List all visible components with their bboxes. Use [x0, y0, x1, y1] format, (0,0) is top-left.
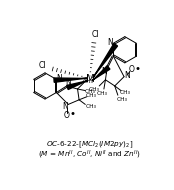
Text: ($\mathit{M}$ = $\mathit{Mn^{II}}$, $\mathit{Co^{II}}$, $\mathit{Ni^{II}}$ and $: ($\mathit{M}$ = $\mathit{Mn^{II}}$, $\ma… [38, 149, 141, 161]
Text: O: O [64, 111, 70, 120]
Text: $\mathit{OC}$-$\mathit{6}$-$\mathit{22}$-[$\mathit{MCl_2(IM2py)_2}$]: $\mathit{OC}$-$\mathit{6}$-$\mathit{22}$… [46, 139, 133, 150]
Text: CH₃: CH₃ [97, 91, 108, 96]
Text: N: N [107, 38, 113, 47]
Polygon shape [92, 66, 110, 81]
Text: •: • [69, 109, 75, 120]
Text: •: • [134, 64, 140, 74]
Text: N: N [56, 74, 62, 83]
Text: CH₃: CH₃ [86, 93, 97, 98]
Polygon shape [67, 80, 88, 89]
Text: CH₃: CH₃ [85, 104, 96, 109]
Text: CH₃: CH₃ [117, 97, 128, 102]
Polygon shape [54, 78, 87, 82]
Text: Cl: Cl [39, 61, 46, 70]
Text: M: M [85, 74, 94, 84]
Text: CH₃: CH₃ [83, 79, 94, 84]
Text: CH₃: CH₃ [84, 89, 96, 94]
Text: CH₃: CH₃ [89, 86, 100, 92]
Text: Cl: Cl [92, 30, 99, 39]
Text: CH₃: CH₃ [120, 90, 131, 95]
Text: O: O [129, 65, 135, 74]
Text: N: N [62, 102, 68, 111]
Text: N: N [101, 67, 107, 76]
Text: N: N [124, 71, 130, 80]
Polygon shape [93, 44, 117, 78]
Text: N: N [65, 78, 71, 87]
